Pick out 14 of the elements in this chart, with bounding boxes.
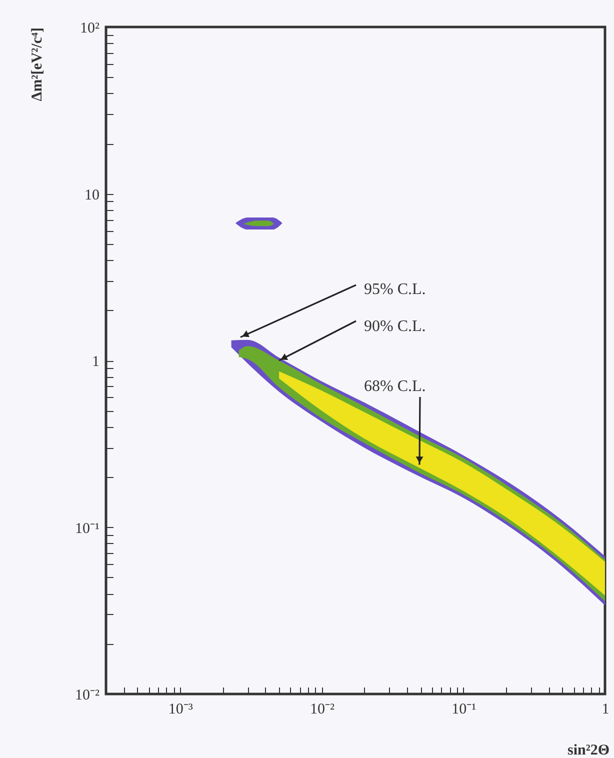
annotation: 95% C.L. [364, 281, 426, 298]
y-tick-label: 10 [84, 187, 100, 204]
annotation: 68% C.L. [364, 378, 426, 395]
x-tick-label: 1 [602, 702, 610, 718]
y-tick-label: 1 [92, 354, 100, 370]
y-axis-title: Δm²[eV²/c⁴] [30, 28, 46, 102]
x-tick-label: 10⁻² [310, 702, 335, 718]
x-axis-title: sin²2Θ [567, 742, 610, 758]
y-tick-label: 10⁻¹ [75, 520, 100, 537]
x-tick-label: 10⁻¹ [452, 702, 476, 718]
annotation: 90% C.L. [364, 318, 426, 335]
y-tick-label: 10⁻² [75, 688, 100, 704]
y-tick-label: 10² [80, 20, 100, 36]
x-tick-label: 10⁻³ [168, 702, 194, 718]
